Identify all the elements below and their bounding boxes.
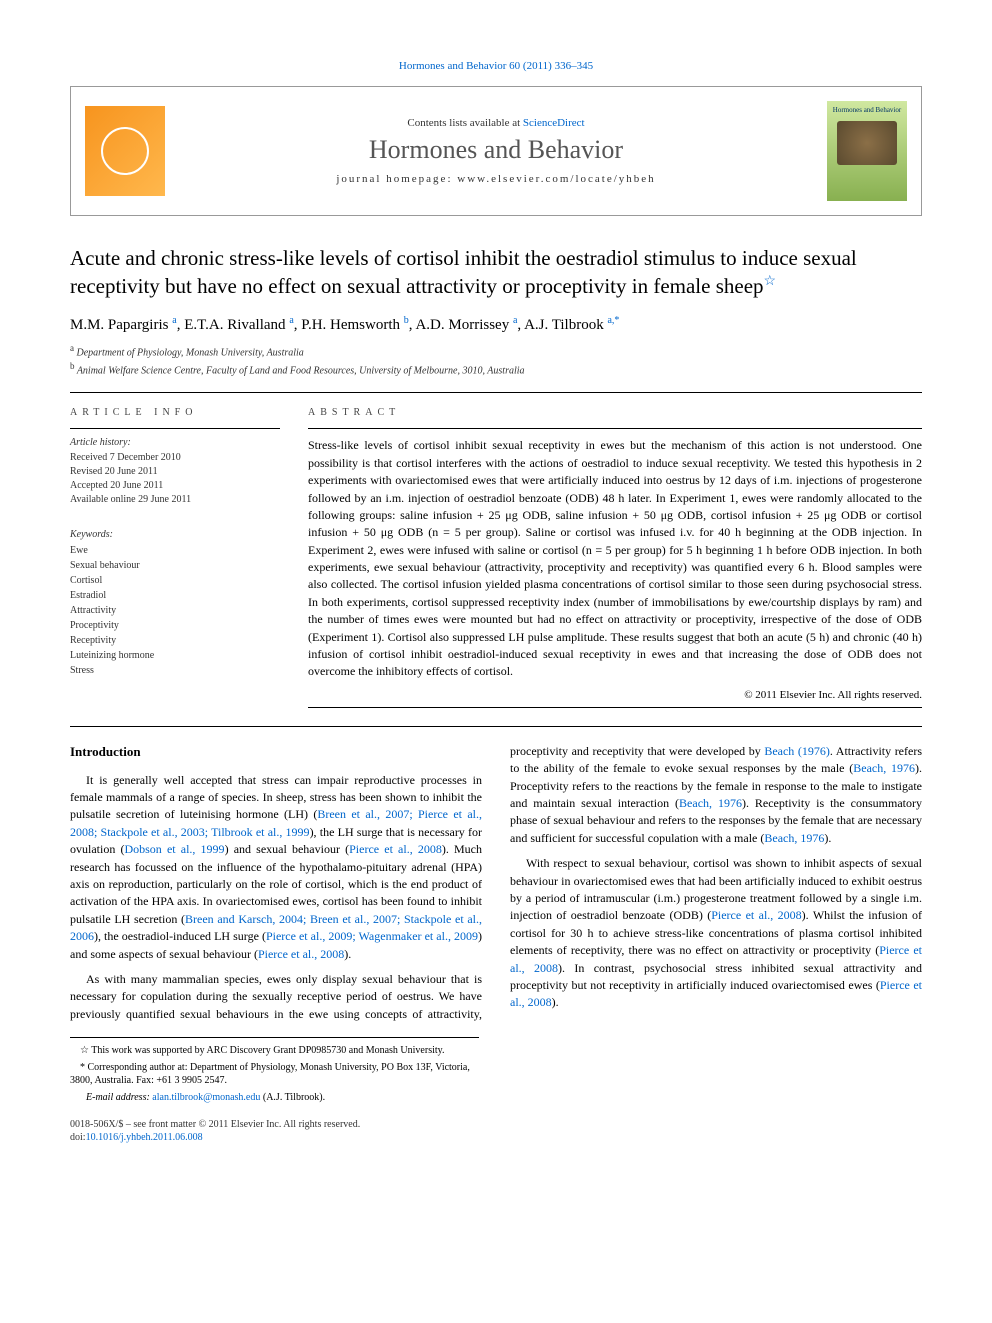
doi-line: doi:10.1016/j.yhbeh.2011.06.008 — [70, 1131, 922, 1144]
article-info-column: ARTICLE INFO Article history: Received 7… — [70, 407, 280, 707]
abstract-copyright: © 2011 Elsevier Inc. All rights reserved… — [308, 689, 922, 701]
email-line: E-mail address: alan.tilbrook@monash.edu… — [70, 1091, 479, 1105]
keyword: Cortisol — [70, 573, 280, 588]
paragraph: It is generally well accepted that stres… — [70, 772, 482, 963]
journal-name: Hormones and Behavior — [165, 135, 827, 165]
citation-link[interactable]: Pierce et al., 2008 — [349, 842, 442, 856]
abstract-heading: ABSTRACT — [308, 407, 922, 418]
history-line: Accepted 20 June 2011 — [70, 479, 280, 493]
funding-marker: ☆ — [80, 1045, 89, 1056]
keyword: Attractivity — [70, 603, 280, 618]
text: ) and sexual behaviour ( — [225, 842, 350, 856]
title-footnote-marker[interactable]: ☆ — [764, 274, 777, 289]
affil-text: Animal Welfare Science Centre, Faculty o… — [77, 365, 525, 376]
citation-link[interactable]: Beach, 1976 — [764, 831, 824, 845]
cover-image — [837, 121, 897, 165]
corr-text: Corresponding author at: Department of P… — [70, 1062, 470, 1087]
citation-link[interactable]: Beach, 1976 — [853, 761, 915, 775]
citation-link[interactable]: Pierce et al., 2008 — [711, 908, 801, 922]
bottom-matter: 0018-506X/$ – see front matter © 2011 El… — [70, 1118, 922, 1144]
funding-text: This work was supported by ARC Discovery… — [89, 1045, 445, 1056]
issn-line: 0018-506X/$ – see front matter © 2011 El… — [70, 1118, 922, 1131]
footnotes: ☆ This work was supported by ARC Discove… — [70, 1037, 479, 1104]
journal-cover: Hormones and Behavior — [827, 101, 907, 201]
citation-link[interactable]: Beach (1976) — [764, 744, 830, 758]
affiliation-a: a Department of Physiology, Monash Unive… — [70, 342, 922, 360]
keywords-label: Keywords: — [70, 529, 280, 540]
keyword: Estradiol — [70, 588, 280, 603]
history-label: Article history: — [70, 437, 280, 448]
intro-heading: Introduction — [70, 743, 482, 762]
abstract-text: Stress-like levels of cortisol inhibit s… — [308, 437, 922, 680]
text: ). — [344, 947, 351, 961]
divider — [308, 428, 922, 429]
article-info-heading: ARTICLE INFO — [70, 407, 280, 418]
divider — [308, 707, 922, 708]
body-text: Introduction It is generally well accept… — [70, 743, 922, 1023]
funding-note: ☆ This work was supported by ARC Discove… — [70, 1044, 479, 1058]
history-line: Available online 29 June 2011 — [70, 493, 280, 507]
keyword: Stress — [70, 663, 280, 678]
history-line: Revised 20 June 2011 — [70, 465, 280, 479]
affiliation-b: b Animal Welfare Science Centre, Faculty… — [70, 360, 922, 378]
affil-key: b — [70, 361, 75, 371]
doi-prefix: doi: — [70, 1132, 86, 1143]
history-line: Received 7 December 2010 — [70, 451, 280, 465]
journal-homepage[interactable]: journal homepage: www.elsevier.com/locat… — [165, 173, 827, 185]
email-label: E-mail address: — [86, 1092, 152, 1103]
text: ). — [552, 995, 559, 1009]
affiliations: a Department of Physiology, Monash Unive… — [70, 342, 922, 379]
top-citation[interactable]: Hormones and Behavior 60 (2011) 336–345 — [70, 60, 922, 72]
citation-link[interactable]: Dobson et al., 1999 — [124, 842, 224, 856]
sciencedirect-link[interactable]: ScienceDirect — [523, 117, 585, 129]
title-text: Acute and chronic stress-like levels of … — [70, 246, 857, 298]
article-title: Acute and chronic stress-like levels of … — [70, 244, 922, 301]
affil-key: a — [70, 343, 74, 353]
keyword: Ewe — [70, 543, 280, 558]
text: ). — [824, 831, 831, 845]
keywords-block: Keywords: Ewe Sexual behaviour Cortisol … — [70, 521, 280, 678]
cover-title: Hormones and Behavior — [833, 107, 901, 115]
article-history: Article history: Received 7 December 201… — [70, 428, 280, 507]
divider — [70, 726, 922, 727]
divider — [70, 392, 922, 393]
elsevier-logo — [85, 106, 165, 196]
affil-text: Department of Physiology, Monash Univers… — [77, 347, 304, 358]
avail-line: Contents lists available at ScienceDirec… — [165, 117, 827, 129]
citation-link[interactable]: Pierce et al., 2008 — [258, 947, 344, 961]
email-suffix: (A.J. Tilbrook). — [260, 1092, 325, 1103]
keyword: Receptivity — [70, 633, 280, 648]
keyword: Sexual behaviour — [70, 558, 280, 573]
author-list: M.M. Papargiris a, E.T.A. Rivalland a, P… — [70, 315, 922, 334]
text: ). In contrast, psychosocial stress inhi… — [510, 961, 922, 992]
keyword: Proceptivity — [70, 618, 280, 633]
email-link[interactable]: alan.tilbrook@monash.edu — [152, 1092, 260, 1103]
abstract-column: ABSTRACT Stress-like levels of cortisol … — [308, 407, 922, 707]
journal-header: Contents lists available at ScienceDirec… — [70, 86, 922, 216]
keyword: Luteinizing hormone — [70, 648, 280, 663]
corresponding-note: * Corresponding author at: Department of… — [70, 1061, 479, 1088]
citation-link[interactable]: Pierce et al., 2009; Wagenmaker et al., … — [266, 929, 478, 943]
avail-prefix: Contents lists available at — [407, 117, 522, 129]
text: ), the oestradiol-induced LH surge ( — [94, 929, 266, 943]
citation-link[interactable]: Beach, 1976 — [679, 796, 742, 810]
paragraph: With respect to sexual behaviour, cortis… — [510, 855, 922, 1012]
doi-link[interactable]: 10.1016/j.yhbeh.2011.06.008 — [86, 1132, 203, 1143]
